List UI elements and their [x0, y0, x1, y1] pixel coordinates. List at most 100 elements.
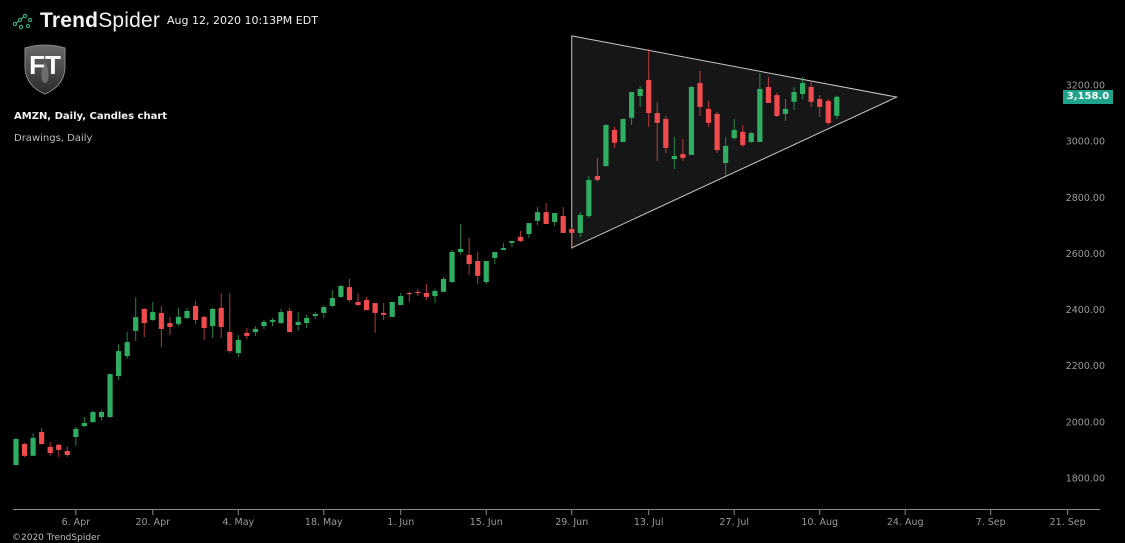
- candle-body: [774, 95, 780, 116]
- candle: [663, 115, 669, 153]
- candle: [603, 124, 609, 167]
- candle: [458, 223, 464, 255]
- candle-body: [680, 154, 686, 158]
- candle-body: [363, 300, 370, 311]
- candle-body: [740, 131, 746, 146]
- candle-body: [287, 310, 293, 333]
- candle-body: [654, 113, 660, 123]
- candle: [757, 72, 763, 142]
- candle: [714, 111, 720, 153]
- date-tick-label: 1. Jun: [387, 517, 414, 528]
- chart-title: AMZN, Daily, Candles chart: [14, 111, 168, 122]
- candle-body: [124, 342, 130, 357]
- candle: [312, 312, 318, 320]
- candle: [269, 317, 276, 327]
- candle: [509, 241, 515, 247]
- candle-body: [261, 321, 267, 327]
- candle-body: [646, 79, 652, 114]
- candle: [184, 307, 190, 320]
- spider-logo-icon: [12, 13, 33, 30]
- candle: [107, 373, 113, 418]
- candle: [321, 305, 327, 318]
- candle-body: [13, 438, 19, 466]
- price-tick-label: 2200.00: [1066, 361, 1105, 372]
- candle-body: [278, 312, 284, 324]
- candle: [688, 86, 695, 155]
- price-tick-label: 2600.00: [1066, 249, 1105, 260]
- candle: [475, 252, 481, 285]
- candle-body: [201, 316, 207, 329]
- candle-body: [697, 83, 703, 107]
- candle: [740, 124, 746, 148]
- candle: [705, 100, 712, 127]
- candle-body: [492, 252, 498, 258]
- candle: [620, 118, 626, 142]
- candle: [278, 308, 284, 324]
- brand-light: Spider: [98, 9, 161, 32]
- candle: [201, 316, 207, 340]
- candle: [192, 300, 199, 324]
- candle: [261, 319, 267, 329]
- candle-body: [355, 301, 361, 306]
- candle-body: [423, 292, 429, 297]
- candle: [98, 410, 105, 421]
- price-tick-label: 3000.00: [1066, 137, 1105, 148]
- candle: [671, 136, 677, 169]
- candle-body: [98, 412, 105, 418]
- candle: [287, 307, 293, 333]
- price-tick-label: 2400.00: [1066, 305, 1105, 316]
- candles-layer: [13, 49, 840, 466]
- candle: [363, 296, 370, 311]
- date-tick-label: 27. Jul: [719, 517, 749, 528]
- candle-body: [475, 260, 481, 276]
- candle-body: [184, 310, 190, 318]
- candle-body: [192, 305, 199, 320]
- candle: [415, 289, 421, 297]
- candle: [646, 49, 652, 127]
- candle: [432, 289, 438, 304]
- candle: [765, 76, 771, 103]
- candle-body: [526, 223, 532, 235]
- candle: [569, 227, 575, 249]
- ft-shield-logo: FT: [24, 44, 66, 95]
- date-tick-label: 21. Sep: [1050, 517, 1086, 528]
- date-tick-label: 29. Jun: [555, 517, 588, 528]
- candle: [483, 260, 489, 285]
- candle-body: [509, 241, 515, 244]
- candle-body: [39, 431, 45, 445]
- brand-bold: Trend: [40, 9, 99, 32]
- price-tick-label: 2000.00: [1066, 417, 1105, 428]
- candle-body: [47, 446, 53, 453]
- candle: [449, 250, 455, 283]
- brand-name: TrendSpider: [40, 9, 160, 33]
- candle-body: [449, 252, 455, 283]
- candle: [304, 314, 310, 329]
- candle-body: [56, 444, 62, 450]
- candle-body: [731, 129, 737, 139]
- candle-body: [107, 374, 113, 418]
- candle: [697, 70, 703, 116]
- candle-body: [714, 113, 720, 151]
- candle: [834, 95, 840, 119]
- triangle-pattern-drawing[interactable]: [571, 35, 899, 249]
- candle: [500, 243, 506, 251]
- candle: [577, 212, 583, 237]
- logo-text: FT: [29, 50, 61, 80]
- candle-body: [705, 108, 712, 123]
- last-price-tag: 3,158.0: [1063, 89, 1113, 104]
- candle-body: [158, 312, 164, 329]
- candle-body: [629, 92, 635, 118]
- candle-body: [269, 319, 276, 322]
- copyright-footer: ©2020 TrendSpider: [12, 533, 101, 543]
- candle-body: [611, 129, 618, 143]
- candle-body: [73, 428, 79, 437]
- candle: [141, 308, 147, 338]
- candle-body: [312, 314, 318, 317]
- candle: [158, 305, 164, 347]
- candle-body: [432, 291, 438, 297]
- candle-body: [748, 132, 754, 142]
- candle-body: [372, 303, 378, 313]
- date-tick-label: 15. Jun: [470, 517, 503, 528]
- candle: [90, 410, 96, 423]
